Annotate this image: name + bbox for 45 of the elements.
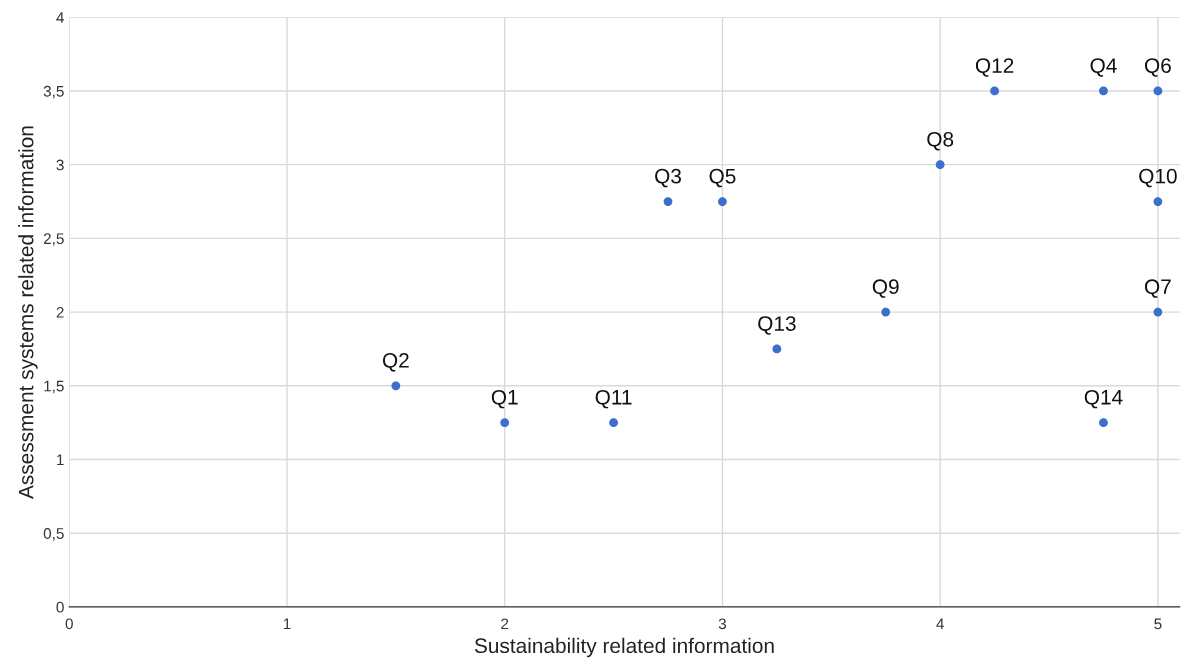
annotation: Q8 [927, 131, 954, 151]
point [772, 344, 782, 354]
annotation: Q13 [758, 316, 796, 335]
point [1153, 307, 1163, 317]
annotation: Q12 [975, 58, 1014, 77]
annotation: Q5 [709, 168, 736, 188]
y-tick-label: 1 [57, 454, 64, 466]
y-tick-label: 1,5 [44, 380, 64, 394]
y-tick-label: 3,5 [43, 85, 64, 99]
annotation: Q6 [1144, 58, 1171, 77]
point [935, 160, 945, 170]
x-tick-label: 0 [65, 618, 73, 630]
x-tick-label: 3 [718, 618, 727, 630]
annotation: Q1 [491, 389, 518, 409]
point [663, 197, 673, 206]
x-tick-label: 5 [1154, 618, 1162, 630]
y-tick-label: 2 [56, 306, 64, 318]
y-tick-label: 4 [56, 12, 64, 23]
annotation: Q3 [655, 168, 681, 188]
point [609, 418, 618, 428]
annotation: Q4 [1090, 58, 1117, 77]
annotation: Q14 [1084, 389, 1123, 409]
y-tick-label: 3 [56, 159, 64, 171]
point [1153, 86, 1163, 96]
x-tick-label: 2 [501, 618, 509, 630]
point [718, 197, 727, 206]
y-tick-label: 0,5 [43, 528, 64, 541]
point [990, 86, 999, 96]
point [1099, 86, 1108, 96]
annotation: Q2 [382, 353, 409, 372]
annotation: Q7 [1144, 279, 1171, 298]
point [391, 381, 401, 391]
y-tick-label: 0 [56, 601, 64, 613]
y-tick-label: 2,5 [43, 233, 64, 246]
x-axis-title: Sustainability related information [474, 637, 774, 658]
x-tick-label: 1 [283, 618, 291, 630]
point [500, 418, 510, 428]
y-axis-title: Assessment systems related information [18, 126, 38, 500]
x-tick-label: 4 [936, 618, 944, 630]
annotation: Q10 [1139, 168, 1177, 188]
point [1153, 197, 1163, 206]
annotation: Q9 [872, 279, 899, 298]
point [1099, 418, 1108, 428]
annotation: Q11 [595, 389, 632, 409]
point [881, 307, 891, 317]
